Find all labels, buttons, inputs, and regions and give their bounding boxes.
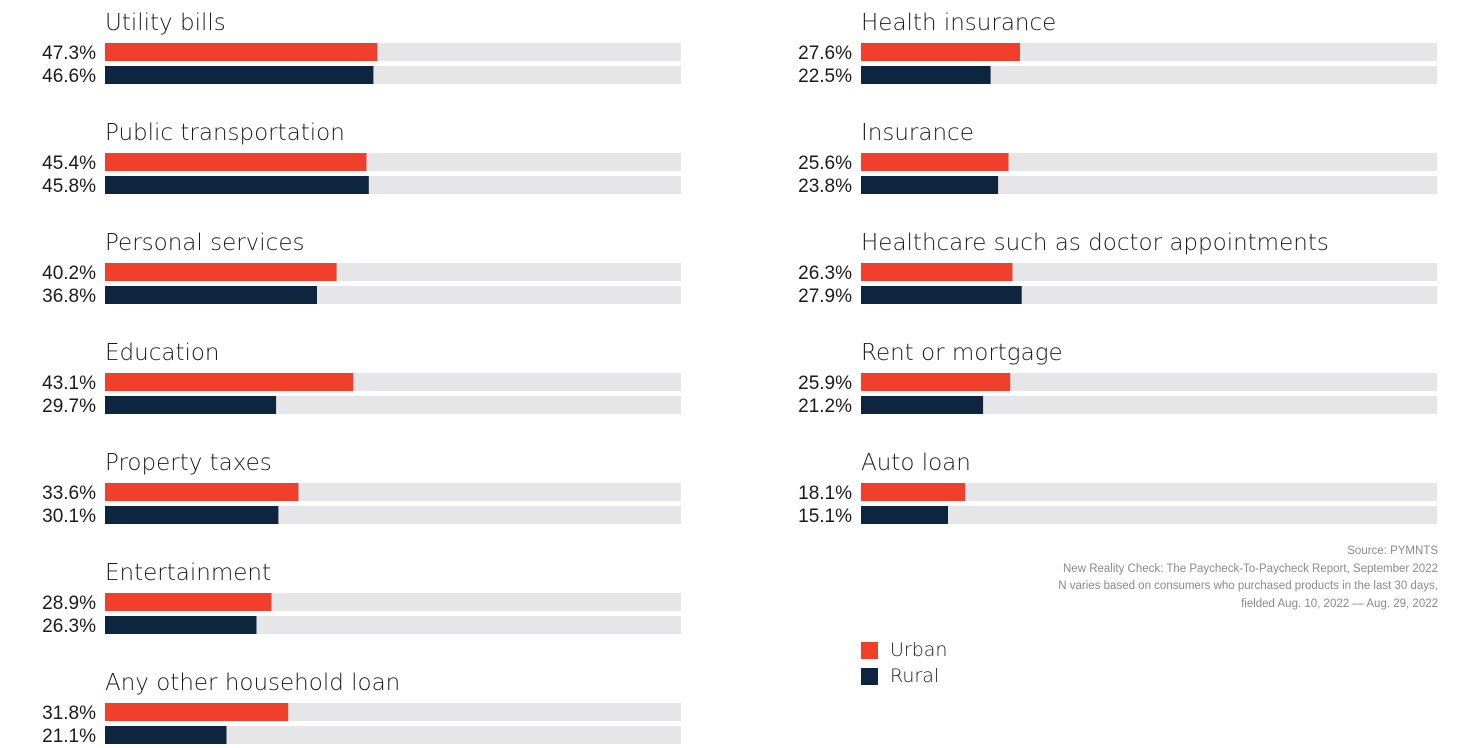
value-label-urban: 33.6% bbox=[42, 483, 96, 504]
value-label-rural: 26.3% bbox=[42, 616, 96, 637]
legend-label-rural: Rural bbox=[890, 665, 940, 687]
bar-urban-health-insurance bbox=[861, 43, 1020, 61]
bar-track bbox=[861, 483, 1437, 501]
value-label-urban: 40.2% bbox=[42, 263, 96, 284]
source-line-4: fielded Aug. 10, 2022 — Aug. 29, 2022 bbox=[1241, 597, 1438, 610]
category-group-education: Education 43.1%29.7% bbox=[42, 340, 681, 417]
bar-urban-insurance bbox=[861, 153, 1009, 171]
category-group-any-other-household-loan: Any other household loan 31.8%21.1% bbox=[42, 670, 681, 747]
value-label-rural: 36.8% bbox=[42, 286, 96, 307]
bar-urban-personal-services bbox=[105, 263, 337, 281]
bar-urban-auto-loan bbox=[861, 483, 966, 501]
value-label-rural: 23.8% bbox=[798, 176, 852, 197]
bar-rural-healthcare-such-as-doctor-appointments bbox=[861, 286, 1022, 304]
bar-track bbox=[861, 66, 1437, 84]
category-title: Education bbox=[105, 340, 220, 366]
bar-urban-rent-or-mortgage bbox=[861, 373, 1011, 391]
category-title: Utility bills bbox=[105, 10, 226, 36]
bar-rural-any-other-household-loan bbox=[105, 726, 227, 744]
category-group-entertainment: Entertainment 28.9%26.3% bbox=[42, 560, 681, 637]
bar-rural-auto-loan bbox=[861, 506, 948, 524]
value-label-urban: 47.3% bbox=[42, 43, 96, 64]
category-group-rent-or-mortgage: Rent or mortgage 25.9%21.2% bbox=[798, 340, 1437, 417]
value-label-rural: 22.5% bbox=[798, 66, 852, 87]
category-group-insurance: Insurance 25.6%23.8% bbox=[798, 120, 1437, 197]
category-group-healthcare-such-as-doctor-appointments: Healthcare such as doctor appointments 26… bbox=[798, 230, 1437, 307]
value-label-urban: 27.6% bbox=[798, 43, 852, 64]
category-title: Health insurance bbox=[861, 10, 1056, 36]
category-title: Auto loan bbox=[861, 450, 971, 476]
value-label-rural: 30.1% bbox=[42, 506, 96, 527]
bar-urban-entertainment bbox=[105, 593, 272, 611]
bar-rural-personal-services bbox=[105, 286, 317, 304]
bar-track bbox=[861, 176, 1437, 194]
category-group-health-insurance: Health insurance 27.6%22.5% bbox=[798, 10, 1437, 87]
value-label-urban: 25.6% bbox=[798, 153, 852, 174]
value-label-rural: 29.7% bbox=[42, 396, 96, 417]
value-label-rural: 46.6% bbox=[42, 66, 96, 87]
bar-urban-property-taxes bbox=[105, 483, 299, 501]
value-label-rural: 21.1% bbox=[42, 726, 96, 747]
bar-rural-public-transportation bbox=[105, 176, 369, 194]
bar-track bbox=[861, 506, 1437, 524]
legend: Urban Rural bbox=[861, 637, 947, 689]
source-note: Source: PYMNTS New Reality Check: The Pa… bbox=[1058, 543, 1438, 613]
legend-item-rural: Rural bbox=[861, 663, 947, 689]
bar-rural-utility-bills bbox=[105, 66, 374, 84]
category-group-property-taxes: Property taxes 33.6%30.1% bbox=[42, 450, 681, 527]
category-title: Entertainment bbox=[105, 560, 271, 586]
bar-urban-public-transportation bbox=[105, 153, 367, 171]
bar-rural-property-taxes bbox=[105, 506, 279, 524]
category-title: Personal services bbox=[105, 230, 304, 256]
bar-urban-any-other-household-loan bbox=[105, 703, 289, 721]
bar-rural-entertainment bbox=[105, 616, 257, 634]
value-label-rural: 27.9% bbox=[798, 286, 852, 307]
category-group-auto-loan: Auto loan 18.1%15.1% bbox=[798, 450, 1437, 527]
value-label-rural: 45.8% bbox=[42, 176, 96, 197]
legend-swatch-rural bbox=[861, 667, 878, 685]
bar-urban-utility-bills bbox=[105, 43, 378, 61]
value-label-urban: 25.9% bbox=[798, 373, 852, 394]
source-line-3: N varies based on consumers who purchase… bbox=[1058, 580, 1438, 592]
bar-track bbox=[105, 726, 681, 744]
bar-rural-rent-or-mortgage bbox=[861, 396, 984, 414]
category-title: Property taxes bbox=[105, 450, 272, 476]
category-title: Any other household loan bbox=[105, 670, 400, 696]
value-label-urban: 45.4% bbox=[42, 153, 96, 174]
bar-rural-insurance bbox=[861, 176, 999, 194]
source-line-2: New Reality Check: The Paycheck-To-Paych… bbox=[1063, 562, 1438, 575]
legend-item-urban: Urban bbox=[861, 637, 947, 663]
bar-urban-healthcare-such-as-doctor-appointments bbox=[861, 263, 1013, 281]
value-label-rural: 21.2% bbox=[798, 396, 852, 417]
source-line-1: Source: PYMNTS bbox=[1347, 545, 1438, 557]
value-label-urban: 43.1% bbox=[42, 373, 96, 394]
category-group-personal-services: Personal services 40.2%36.8% bbox=[42, 230, 681, 307]
legend-swatch-urban bbox=[861, 641, 878, 659]
category-group-utility-bills: Utility bills 47.3%46.6% bbox=[42, 10, 681, 87]
bar-track bbox=[861, 396, 1437, 414]
category-group-public-transportation: Public transportation 45.4%45.8% bbox=[42, 120, 681, 197]
value-label-urban: 31.8% bbox=[42, 703, 96, 724]
category-title: Rent or mortgage bbox=[861, 340, 1063, 366]
category-title: Healthcare such as doctor appointments bbox=[861, 230, 1329, 256]
category-title: Public transportation bbox=[105, 120, 345, 146]
bar-rural-education bbox=[105, 396, 277, 414]
bar-urban-education bbox=[105, 373, 354, 391]
value-label-urban: 18.1% bbox=[798, 483, 852, 504]
legend-label-urban: Urban bbox=[890, 639, 948, 661]
value-label-urban: 26.3% bbox=[798, 263, 852, 284]
value-label-urban: 28.9% bbox=[42, 593, 96, 614]
category-title: Insurance bbox=[861, 120, 974, 146]
value-label-rural: 15.1% bbox=[798, 506, 852, 527]
bar-rural-health-insurance bbox=[861, 66, 991, 84]
